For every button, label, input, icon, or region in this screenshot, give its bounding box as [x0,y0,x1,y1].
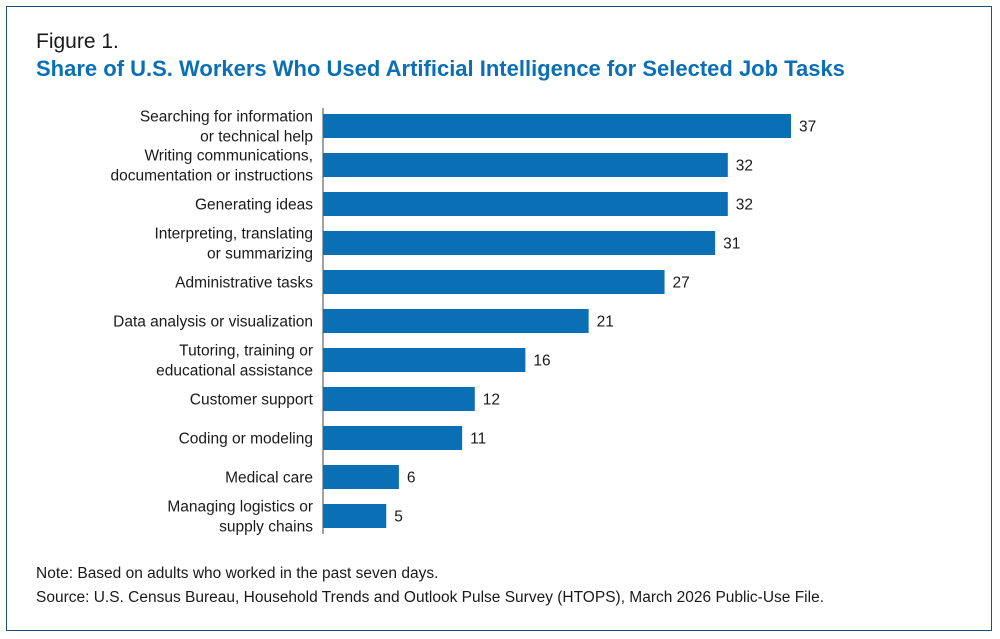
category-label-line: Administrative tasks [175,275,313,292]
bar [323,153,728,177]
data-label: 32 [736,158,753,175]
bar [323,387,475,411]
bar [323,426,463,450]
category-label: Tutoring, training or educational assista… [156,343,313,380]
category-label-line: Data analysis or visualization [113,314,313,331]
chart-source: Source: U.S. Census Bureau, Household Tr… [36,589,824,606]
category-label: Searching for information or technical he… [140,109,313,146]
data-label: 12 [483,392,500,409]
data-label: 16 [533,353,550,370]
category-label: Medical care [225,470,313,487]
category-label-line: Customer support [190,392,314,409]
data-label: 11 [470,431,486,448]
category-label-line: documentation or instructions [111,168,314,185]
chart-note: Note: Based on adults who worked in the … [36,565,439,582]
category-label: Generating ideas [195,197,313,214]
data-label: 31 [723,236,740,253]
category-label: Interpreting, translating or summarizing [154,226,313,263]
category-label-line: Managing logistics or [167,499,313,516]
bar [323,348,526,372]
category-label: Administrative tasks [175,275,313,292]
data-label: 5 [394,509,403,526]
category-label: Coding or modeling [179,431,313,448]
data-label: 27 [673,275,690,292]
bar [323,114,792,138]
category-label-line: Interpreting, translating [154,226,313,243]
bar [323,309,589,333]
category-label: Writing communications, documentation or … [111,148,314,185]
category-label-line: Tutoring, training or [179,343,313,360]
category-label-line: Writing communications, [144,148,313,165]
category-label-line: or technical help [200,129,313,146]
data-label: 6 [407,470,416,487]
category-label-line: Medical care [225,470,313,487]
category-label-line: Generating ideas [195,197,313,214]
category-label: Managing logistics or supply chains [167,499,313,536]
data-label: 37 [799,119,816,136]
category-label-line: Searching for information [140,109,313,126]
bar [323,192,728,216]
bar [323,504,387,528]
category-label: Customer support [190,392,314,409]
category-label-line: supply chains [219,519,313,536]
category-label: Data analysis or visualization [113,314,313,331]
figure-label: Figure 1. [36,30,119,53]
chart-title: Share of U.S. Workers Who Used Artificia… [36,56,845,81]
data-label: 21 [597,314,614,331]
figure-frame [6,6,992,631]
category-label-line: or summarizing [207,246,313,263]
bar [323,231,716,255]
bar [323,270,665,294]
data-label: 32 [736,197,753,214]
bar [323,465,399,489]
category-label-line: educational assistance [156,363,313,380]
category-label-line: Coding or modeling [179,431,313,448]
